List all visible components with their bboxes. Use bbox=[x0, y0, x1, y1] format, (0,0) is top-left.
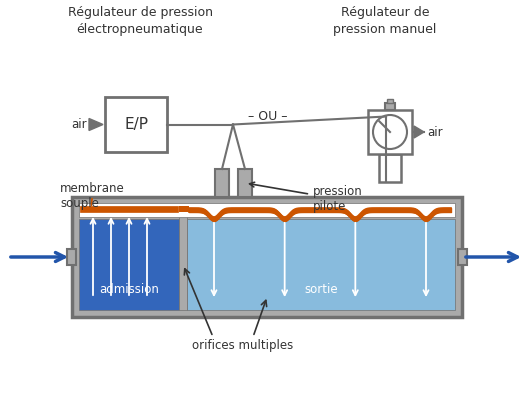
Text: – OU –: – OU – bbox=[248, 110, 288, 123]
Polygon shape bbox=[89, 118, 103, 131]
Text: sortie: sortie bbox=[304, 283, 338, 296]
Bar bbox=[67, 249, 76, 265]
Bar bbox=[179, 206, 189, 212]
Text: admission: admission bbox=[99, 283, 159, 296]
Bar bbox=[368, 110, 412, 154]
Text: orifices multiples: orifices multiples bbox=[193, 339, 294, 352]
Text: Régulateur de pression
électropneumatique: Régulateur de pression électropneumatiqu… bbox=[68, 6, 212, 36]
Bar bbox=[187, 219, 455, 310]
Bar bbox=[387, 99, 393, 103]
Bar bbox=[238, 169, 252, 197]
Bar bbox=[72, 197, 462, 317]
Bar bbox=[385, 103, 395, 110]
Bar bbox=[79, 219, 179, 310]
Bar bbox=[80, 206, 178, 212]
Text: membrane
souple: membrane souple bbox=[60, 182, 124, 210]
Text: air: air bbox=[71, 118, 87, 131]
Text: pression
pilote: pression pilote bbox=[250, 182, 363, 213]
Text: E/P: E/P bbox=[124, 117, 148, 132]
Bar bbox=[458, 249, 467, 265]
Bar bbox=[79, 203, 455, 217]
Bar bbox=[105, 97, 167, 152]
Bar bbox=[179, 207, 187, 310]
Bar bbox=[215, 169, 229, 197]
Polygon shape bbox=[414, 126, 424, 138]
Bar bbox=[379, 154, 401, 182]
Text: air: air bbox=[427, 125, 443, 138]
Text: Régulateur de
pression manuel: Régulateur de pression manuel bbox=[334, 6, 437, 36]
